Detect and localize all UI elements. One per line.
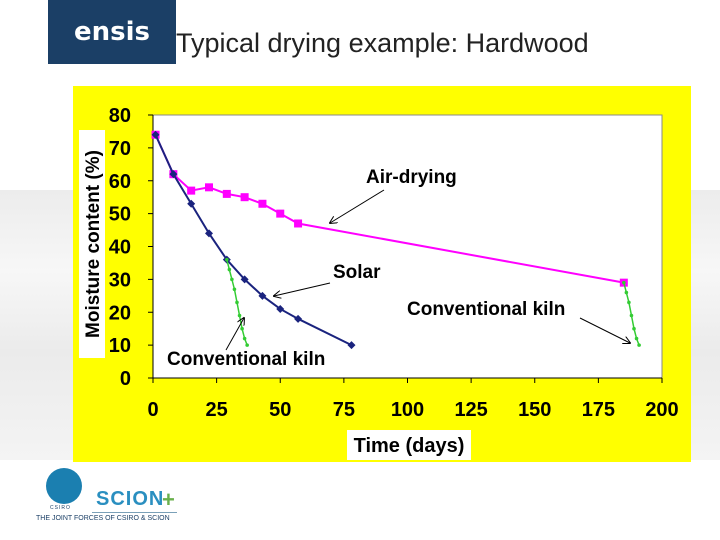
annotation-arrow xyxy=(274,282,331,296)
data-point xyxy=(245,343,249,347)
annotation-label: Conventional kiln xyxy=(167,349,325,370)
annotation-arrow xyxy=(330,189,385,223)
data-point xyxy=(222,189,231,198)
annotation-label: Conventional kiln xyxy=(407,299,565,320)
data-point xyxy=(624,290,629,295)
y-tick-label: 70 xyxy=(109,138,131,160)
data-point xyxy=(632,326,636,331)
annotation-label: Solar xyxy=(333,262,381,283)
plot-area xyxy=(152,114,663,379)
ensis-logo: ensis xyxy=(48,0,176,64)
data-point xyxy=(151,130,160,139)
y-tick-label: 20 xyxy=(109,302,131,324)
data-point xyxy=(230,277,234,282)
x-axis-label-bg xyxy=(347,430,471,460)
x-tick-label: 175 xyxy=(582,399,615,421)
y-tick-label: 40 xyxy=(109,237,131,259)
data-point xyxy=(240,193,249,202)
x-axis-label: Time (days) xyxy=(354,435,465,457)
series-line-0 xyxy=(154,134,625,284)
x-tick-label: 25 xyxy=(206,399,228,421)
footer-tagline: THE JOINT FORCES OF CSIRO & SCION xyxy=(36,515,170,522)
data-point xyxy=(627,300,631,305)
data-point xyxy=(622,280,626,285)
x-tick-label: 50 xyxy=(269,399,291,421)
scion-logo: SCION xyxy=(96,488,165,510)
x-tick-label: 0 xyxy=(147,399,158,421)
y-tick-label: 50 xyxy=(109,204,131,226)
annotation-label: Air-drying xyxy=(366,167,457,188)
data-point xyxy=(232,287,237,292)
data-point xyxy=(240,275,249,284)
data-point xyxy=(637,343,641,347)
annotation-arrow xyxy=(579,317,630,343)
y-tick-label: 0 xyxy=(120,368,131,390)
data-point xyxy=(204,229,213,238)
data-point xyxy=(204,183,213,192)
data-point xyxy=(258,291,267,300)
scion-plus-icon: + xyxy=(162,487,175,512)
footer-divider xyxy=(92,512,177,513)
series-line-1 xyxy=(154,134,352,347)
data-point xyxy=(235,300,239,305)
data-point xyxy=(225,257,229,262)
x-tick-label: 150 xyxy=(518,399,551,421)
x-tick-label: 125 xyxy=(454,399,487,421)
y-tick-label: 10 xyxy=(109,335,131,357)
data-point xyxy=(276,304,285,313)
y-tick-label: 60 xyxy=(109,171,131,193)
slide-title: Typical drying example: Hardwood xyxy=(176,28,589,58)
csiro-logo-icon xyxy=(46,468,82,504)
data-point xyxy=(276,209,285,218)
y-axis-label-bg xyxy=(79,130,105,358)
data-point xyxy=(169,170,178,179)
x-tick-label: 100 xyxy=(391,399,424,421)
ensis-logo-text: ensis xyxy=(73,17,150,47)
data-point xyxy=(187,186,196,195)
x-tick-label: 75 xyxy=(333,399,355,421)
y-axis-label: Moisture content (%) xyxy=(83,150,104,338)
data-point xyxy=(237,313,242,318)
data-point xyxy=(187,199,196,208)
data-point xyxy=(634,336,639,341)
y-tick-label: 30 xyxy=(109,269,131,291)
data-point xyxy=(294,314,303,323)
annotation-arrow xyxy=(225,318,244,351)
x-tick-label: 200 xyxy=(645,399,678,421)
data-point xyxy=(240,326,244,331)
csiro-label: CSIRO xyxy=(50,505,71,511)
data-point xyxy=(227,267,232,272)
data-point xyxy=(258,199,267,208)
y-tick-label: 80 xyxy=(109,105,131,127)
data-point xyxy=(242,336,247,341)
data-point xyxy=(347,341,356,350)
data-point xyxy=(294,219,303,228)
data-point xyxy=(629,313,634,318)
